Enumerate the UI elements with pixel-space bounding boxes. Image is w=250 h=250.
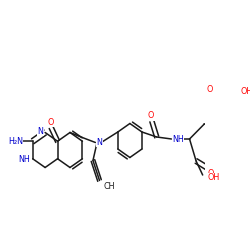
- Text: OH: OH: [240, 88, 250, 96]
- Text: NH: NH: [172, 134, 184, 143]
- Text: N: N: [38, 127, 44, 136]
- Text: O: O: [208, 168, 214, 177]
- Text: OH: OH: [207, 174, 220, 182]
- Text: N: N: [96, 138, 102, 147]
- Text: CH: CH: [104, 182, 115, 191]
- Text: NH: NH: [18, 155, 30, 164]
- Text: O: O: [207, 86, 213, 94]
- Text: O: O: [48, 118, 54, 127]
- Text: H₂N: H₂N: [8, 137, 23, 146]
- Text: O: O: [148, 112, 154, 120]
